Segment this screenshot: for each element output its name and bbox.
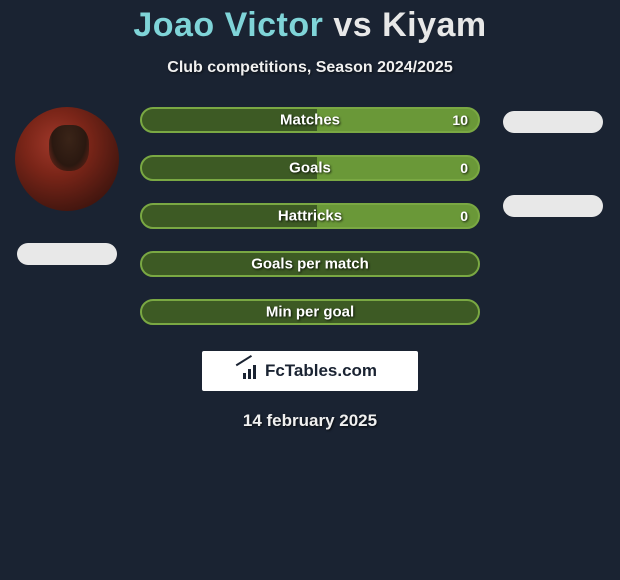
- stat-label: Goals per match: [251, 256, 369, 273]
- player1-name-pill: [17, 243, 117, 265]
- vs-separator: vs: [333, 6, 372, 44]
- player2-name-pill: [503, 111, 603, 133]
- page-title: Joao Victor vs Kiyam: [0, 6, 620, 45]
- brand-badge[interactable]: FcTables.com: [202, 351, 418, 391]
- stat-label: Min per goal: [266, 304, 354, 321]
- comparison-card: Joao Victor vs Kiyam Club competitions, …: [0, 0, 620, 431]
- player2-extra-pill: [503, 195, 603, 217]
- stat-row-hattricks: Hattricks 0: [140, 203, 480, 229]
- stat-label: Hattricks: [278, 208, 342, 225]
- stat-value: 0: [460, 208, 468, 224]
- player2-name: Kiyam: [382, 6, 487, 44]
- stat-label: Matches: [280, 112, 340, 129]
- stat-label: Goals: [289, 160, 331, 177]
- player1-name: Joao Victor: [133, 6, 323, 44]
- stat-row-goals-per-match: Goals per match: [140, 251, 480, 277]
- stats-column: Matches 10 Goals 0 Hattricks 0 Goals per…: [140, 107, 480, 325]
- stat-row-goals: Goals 0: [140, 155, 480, 181]
- stat-row-matches: Matches 10: [140, 107, 480, 133]
- date-label: 14 february 2025: [0, 411, 620, 431]
- stat-row-min-per-goal: Min per goal: [140, 299, 480, 325]
- stat-value: 10: [452, 112, 468, 128]
- comparison-body: Matches 10 Goals 0 Hattricks 0 Goals per…: [0, 107, 620, 325]
- right-player-column: [498, 107, 608, 247]
- subtitle: Club competitions, Season 2024/2025: [0, 59, 620, 77]
- stat-value: 0: [460, 160, 468, 176]
- brand-text: FcTables.com: [265, 361, 377, 381]
- left-player-column: [12, 107, 122, 265]
- player1-avatar: [15, 107, 119, 211]
- bar-chart-icon: [243, 363, 263, 379]
